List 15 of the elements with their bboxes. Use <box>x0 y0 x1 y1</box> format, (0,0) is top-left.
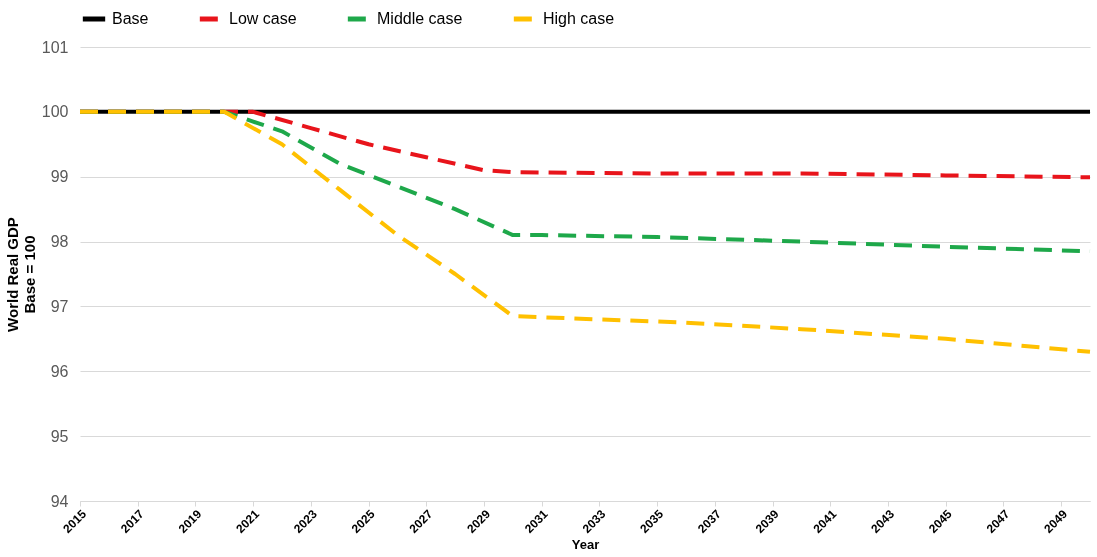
y-tick-label: 97 <box>50 297 69 315</box>
y-tick-label: 94 <box>50 492 69 510</box>
y-tick-label: 98 <box>50 233 69 251</box>
legend-label: Middle case <box>377 10 463 27</box>
y-tick-label: 96 <box>50 362 69 380</box>
y-tick-label: 101 <box>41 38 69 56</box>
legend-label: High case <box>543 10 615 27</box>
y-tick-label: 95 <box>50 427 69 445</box>
y-tick-label: 99 <box>50 168 69 186</box>
x-axis-title: Year <box>571 537 600 553</box>
legend-label: Base <box>112 10 149 27</box>
line-series <box>78 109 1092 354</box>
y-tick-label: 100 <box>41 103 69 121</box>
legend-label: Low case <box>229 10 297 27</box>
y-axis-title: World Real GDP Base = 100 <box>3 217 38 332</box>
